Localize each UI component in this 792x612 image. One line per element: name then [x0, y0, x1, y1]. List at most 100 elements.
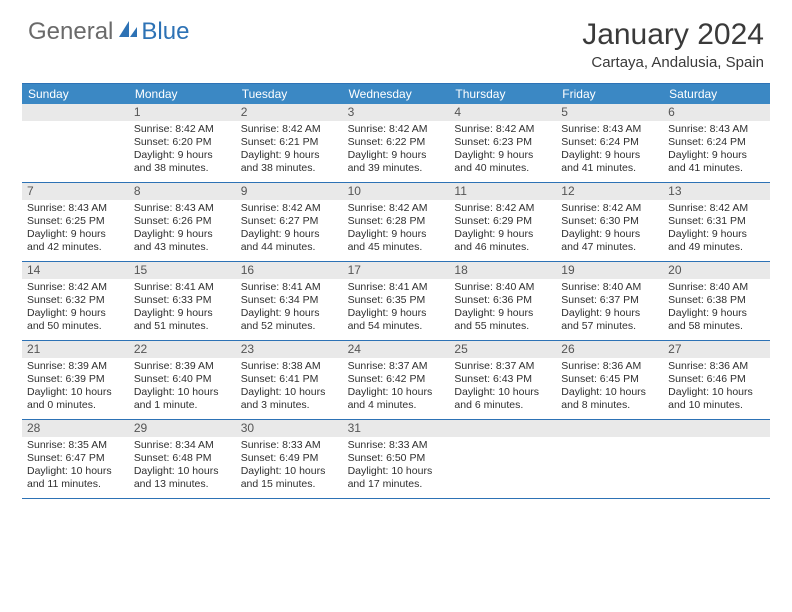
sunset-value: Sunset: 6:49 PM — [241, 452, 338, 465]
sunrise-value: Sunrise: 8:43 AM — [668, 123, 765, 136]
day-number: 18 — [449, 262, 556, 279]
day-cell: 23 Sunrise: 8:38 AMSunset: 6:41 PMDayligh… — [236, 341, 343, 419]
day-number: 7 — [22, 183, 129, 200]
day-details: Sunrise: 8:43 AMSunset: 6:25 PMDaylight:… — [22, 200, 129, 259]
day-number: 22 — [129, 341, 236, 358]
daylight-value: Daylight: 9 hours and 52 minutes. — [241, 307, 338, 333]
sunset-value: Sunset: 6:20 PM — [134, 136, 231, 149]
week-row: 21Sunrise: 8:39 AMSunset: 6:39 PMDayligh… — [22, 341, 770, 420]
sunset-value: Sunset: 6:41 PM — [241, 373, 338, 386]
day-details: Sunrise: 8:39 AMSunset: 6:40 PMDaylight:… — [129, 358, 236, 417]
page-header: General Blue January 2024 Cartaya, Andal… — [0, 0, 792, 79]
daylight-value: Daylight: 10 hours and 13 minutes. — [134, 465, 231, 491]
daylight-value: Daylight: 9 hours and 55 minutes. — [454, 307, 551, 333]
daylight-value: Daylight: 10 hours and 3 minutes. — [241, 386, 338, 412]
day-number: 11 — [449, 183, 556, 200]
logo-sail-icon — [117, 19, 139, 46]
sunrise-value: Sunrise: 8:43 AM — [27, 202, 124, 215]
day-number: 26 — [556, 341, 663, 358]
day-cell: 10Sunrise: 8:42 AMSunset: 6:28 PMDayligh… — [343, 183, 450, 261]
day-cell: 15Sunrise: 8:41 AMSunset: 6:33 PMDayligh… — [129, 262, 236, 340]
daylight-value: Daylight: 9 hours and 42 minutes. — [27, 228, 124, 254]
day-number: 4 — [449, 104, 556, 121]
sunset-value: Sunset: 6:31 PM — [668, 215, 765, 228]
day-cell: 5Sunrise: 8:43 AMSunset: 6:24 PMDaylight… — [556, 104, 663, 182]
daylight-value: Daylight: 9 hours and 41 minutes. — [561, 149, 658, 175]
day-cell: 1Sunrise: 8:42 AMSunset: 6:20 PMDaylight… — [129, 104, 236, 182]
daylight-value: Daylight: 10 hours and 15 minutes. — [241, 465, 338, 491]
calendar: Sunday Monday Tuesday Wednesday Thursday… — [22, 83, 770, 499]
day-cell: 13Sunrise: 8:42 AMSunset: 6:31 PMDayligh… — [663, 183, 770, 261]
day-cell: 11Sunrise: 8:42 AMSunset: 6:29 PMDayligh… — [449, 183, 556, 261]
day-number: 17 — [343, 262, 450, 279]
sunset-value: Sunset: 6:38 PM — [668, 294, 765, 307]
day-cell: 3Sunrise: 8:42 AMSunset: 6:22 PMDaylight… — [343, 104, 450, 182]
daylight-value: Daylight: 9 hours and 45 minutes. — [348, 228, 445, 254]
day-number: 9 — [236, 183, 343, 200]
day-number: 13 — [663, 183, 770, 200]
day-details: Sunrise: 8:35 AMSunset: 6:47 PMDaylight:… — [22, 437, 129, 496]
day-details: Sunrise: 8:42 AMSunset: 6:28 PMDaylight:… — [343, 200, 450, 259]
sunset-value: Sunset: 6:48 PM — [134, 452, 231, 465]
sunrise-value: Sunrise: 8:43 AM — [134, 202, 231, 215]
weekday-header: Friday — [556, 84, 663, 104]
day-cell: 22Sunrise: 8:39 AMSunset: 6:40 PMDayligh… — [129, 341, 236, 419]
day-cell: 16Sunrise: 8:41 AMSunset: 6:34 PMDayligh… — [236, 262, 343, 340]
day-cell: 4Sunrise: 8:42 AMSunset: 6:23 PMDaylight… — [449, 104, 556, 182]
day-details: Sunrise: 8:43 AMSunset: 6:24 PMDaylight:… — [663, 121, 770, 180]
day-number: 1 — [129, 104, 236, 121]
daylight-value: Daylight: 10 hours and 0 minutes. — [27, 386, 124, 412]
day-details: Sunrise: 8:41 AMSunset: 6:35 PMDaylight:… — [343, 279, 450, 338]
day-number: 16 — [236, 262, 343, 279]
day-details: Sunrise: 8:36 AMSunset: 6:46 PMDaylight:… — [663, 358, 770, 417]
day-cell — [556, 420, 663, 498]
day-cell: 28Sunrise: 8:35 AMSunset: 6:47 PMDayligh… — [22, 420, 129, 498]
sunset-value: Sunset: 6:30 PM — [561, 215, 658, 228]
day-cell: 29Sunrise: 8:34 AMSunset: 6:48 PMDayligh… — [129, 420, 236, 498]
sunset-value: Sunset: 6:50 PM — [348, 452, 445, 465]
day-number: 25 — [449, 341, 556, 358]
sunset-value: Sunset: 6:35 PM — [348, 294, 445, 307]
daylight-value: Daylight: 9 hours and 50 minutes. — [27, 307, 124, 333]
sunset-value: Sunset: 6:47 PM — [27, 452, 124, 465]
day-cell: 24Sunrise: 8:37 AMSunset: 6:42 PMDayligh… — [343, 341, 450, 419]
sunrise-value: Sunrise: 8:42 AM — [668, 202, 765, 215]
day-number: 10 — [343, 183, 450, 200]
daylight-value: Daylight: 9 hours and 43 minutes. — [134, 228, 231, 254]
day-number: 5 — [556, 104, 663, 121]
day-details: Sunrise: 8:42 AMSunset: 6:23 PMDaylight:… — [449, 121, 556, 180]
sunset-value: Sunset: 6:33 PM — [134, 294, 231, 307]
sunset-value: Sunset: 6:24 PM — [561, 136, 658, 149]
day-number: 12 — [556, 183, 663, 200]
sunset-value: Sunset: 6:22 PM — [348, 136, 445, 149]
sunrise-value: Sunrise: 8:36 AM — [561, 360, 658, 373]
weekday-header: Sunday — [22, 84, 129, 104]
sunrise-value: Sunrise: 8:38 AM — [241, 360, 338, 373]
logo-text-2: Blue — [141, 18, 189, 46]
day-number: 3 — [343, 104, 450, 121]
day-details: Sunrise: 8:37 AMSunset: 6:43 PMDaylight:… — [449, 358, 556, 417]
day-number: 19 — [556, 262, 663, 279]
sunrise-value: Sunrise: 8:40 AM — [668, 281, 765, 294]
day-details: Sunrise: 8:40 AMSunset: 6:36 PMDaylight:… — [449, 279, 556, 338]
day-details: Sunrise: 8:43 AMSunset: 6:24 PMDaylight:… — [556, 121, 663, 180]
daylight-value: Daylight: 9 hours and 47 minutes. — [561, 228, 658, 254]
sunset-value: Sunset: 6:23 PM — [454, 136, 551, 149]
day-cell: 25Sunrise: 8:37 AMSunset: 6:43 PMDayligh… — [449, 341, 556, 419]
sunrise-value: Sunrise: 8:42 AM — [561, 202, 658, 215]
sunset-value: Sunset: 6:36 PM — [454, 294, 551, 307]
weekday-header: Saturday — [663, 84, 770, 104]
sunset-value: Sunset: 6:24 PM — [668, 136, 765, 149]
sunset-value: Sunset: 6:46 PM — [668, 373, 765, 386]
location-label: Cartaya, Andalusia, Spain — [582, 54, 764, 71]
day-details: Sunrise: 8:42 AMSunset: 6:27 PMDaylight:… — [236, 200, 343, 259]
day-number: 6 — [663, 104, 770, 121]
day-number: 23 — [236, 341, 343, 358]
logo-text-1: General — [28, 18, 113, 46]
day-cell: 9Sunrise: 8:42 AMSunset: 6:27 PMDaylight… — [236, 183, 343, 261]
sunrise-value: Sunrise: 8:42 AM — [454, 202, 551, 215]
weekday-header: Thursday — [449, 84, 556, 104]
day-cell: 18Sunrise: 8:40 AMSunset: 6:36 PMDayligh… — [449, 262, 556, 340]
sunset-value: Sunset: 6:28 PM — [348, 215, 445, 228]
week-row: 1Sunrise: 8:42 AMSunset: 6:20 PMDaylight… — [22, 104, 770, 183]
